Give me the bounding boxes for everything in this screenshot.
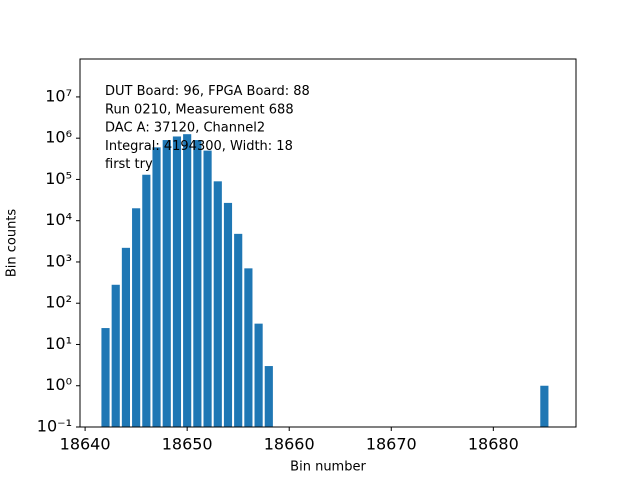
bar bbox=[203, 150, 212, 427]
bar bbox=[132, 208, 141, 427]
bar bbox=[183, 134, 192, 427]
bar bbox=[111, 284, 120, 427]
x-tick-label: 18650 bbox=[162, 435, 213, 454]
bar bbox=[264, 366, 273, 427]
bar bbox=[244, 268, 253, 427]
bar bbox=[152, 147, 161, 428]
y-tick-label: 10⁶ bbox=[45, 128, 72, 147]
bar bbox=[213, 181, 222, 427]
y-tick-label: 10⁴ bbox=[45, 210, 72, 229]
x-axis-label: Bin number bbox=[290, 460, 366, 475]
annotation: DUT Board: 96, FPGA Board: 88 bbox=[105, 84, 310, 99]
bar bbox=[101, 328, 110, 427]
y-axis-label: Bin counts bbox=[5, 209, 20, 278]
annotation: Run 0210, Measurement 688 bbox=[105, 102, 294, 117]
y-tick-label: 10⁰ bbox=[45, 375, 72, 394]
y-tick-label: 10⁵ bbox=[45, 169, 72, 188]
bar bbox=[172, 136, 182, 427]
x-tick-label: 18640 bbox=[60, 435, 111, 454]
bar bbox=[223, 202, 233, 427]
axes-frame bbox=[79, 58, 577, 428]
bar bbox=[121, 247, 131, 427]
x-tick-label: 18670 bbox=[366, 435, 417, 454]
x-tick-label: 18680 bbox=[468, 435, 519, 454]
annotation: first try bbox=[105, 157, 153, 172]
y-tick-label: 10³ bbox=[45, 251, 72, 270]
bar bbox=[234, 233, 243, 427]
y-tick-label: 10¹ bbox=[45, 334, 72, 353]
x-tick-label: 18660 bbox=[264, 435, 315, 454]
bar bbox=[162, 140, 171, 428]
bar bbox=[142, 174, 151, 427]
y-tick-label: 10⁻¹ bbox=[37, 417, 72, 436]
y-tick-label: 10² bbox=[45, 293, 72, 312]
annotation: DAC A: 37120, Channel2 bbox=[105, 121, 265, 136]
bar bbox=[540, 385, 549, 427]
bar bbox=[254, 323, 263, 427]
bar bbox=[193, 140, 202, 428]
annotation: Integral: 4194300, Width: 18 bbox=[105, 139, 293, 154]
y-tick-label: 10⁷ bbox=[45, 86, 72, 105]
